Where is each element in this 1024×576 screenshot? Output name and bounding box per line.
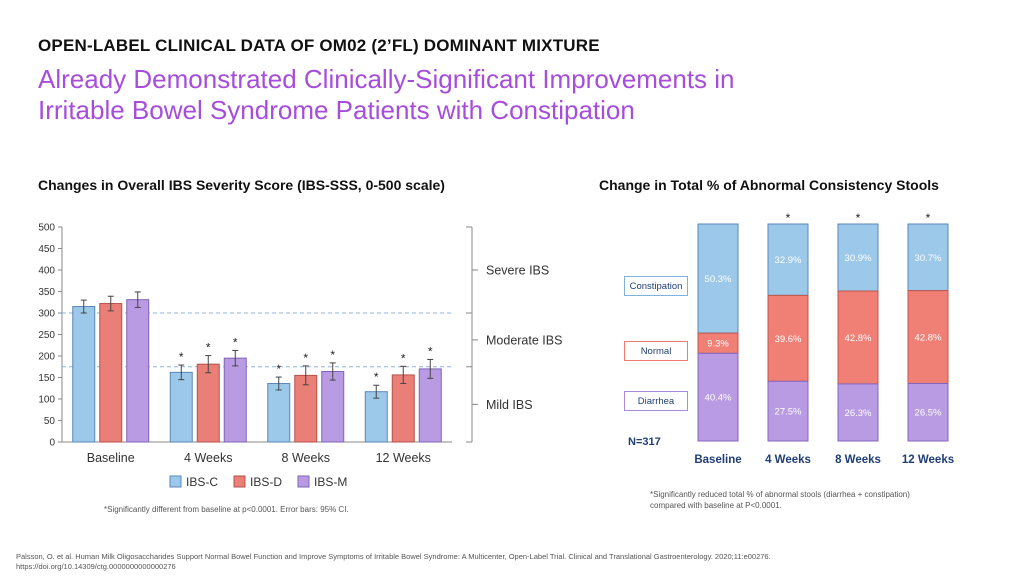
- segment-value-label: 30.7%: [915, 253, 942, 264]
- segment-value-label: 39.6%: [775, 334, 802, 345]
- stacked-segment: [697, 352, 739, 442]
- x-category-label: 12 Weeks: [902, 454, 954, 466]
- bar: [126, 299, 150, 443]
- stool-consistency-chart: 50.3% 9.3% 40.4% Baseline 32.9% 39.6% 27.5% * 4 …: [694, 211, 954, 466]
- legend-box-normal: Normal: [624, 341, 688, 361]
- bar: [391, 374, 415, 443]
- significance-marker: *: [233, 335, 238, 349]
- stacked-segment: [837, 290, 879, 385]
- y-tick-label: 150: [38, 373, 55, 384]
- significance-marker: *: [303, 351, 308, 365]
- stacked-segment: [767, 380, 809, 442]
- bar: [418, 368, 442, 443]
- y-tick-label: 250: [38, 330, 55, 341]
- severity-score-chart: 0 50 100 150 200 250 300 350 400 450 500 Baseline * *…: [38, 223, 562, 490]
- y-tick-label: 500: [38, 223, 55, 234]
- sample-size-label: N=317: [628, 436, 661, 448]
- segment-value-label: 9.3%: [707, 339, 729, 350]
- y-tick-label: 400: [38, 266, 55, 277]
- bar: [321, 370, 345, 443]
- bar: [169, 371, 193, 443]
- legend-swatch: [233, 475, 246, 488]
- segment-value-label: 32.9%: [775, 255, 802, 266]
- segment-value-label: 42.8%: [915, 333, 942, 344]
- stools-chart-footnote: *Significantly reduced total % of abnorm…: [650, 489, 910, 511]
- legend-label: IBS-M: [314, 475, 347, 489]
- bar: [99, 303, 123, 443]
- significance-marker: *: [926, 211, 931, 225]
- bar: [294, 374, 318, 443]
- y-tick-label: 450: [38, 244, 55, 255]
- x-category-label: 12 Weeks: [376, 451, 431, 465]
- legend-swatch: [297, 475, 310, 488]
- segment-value-label: 42.8%: [845, 333, 872, 344]
- significance-marker: *: [374, 370, 379, 384]
- y-tick-label: 50: [44, 416, 56, 427]
- segment-value-label: 40.4%: [705, 393, 732, 404]
- segment-value-label: 26.5%: [915, 408, 942, 419]
- legend-label: IBS-D: [250, 475, 282, 489]
- bar: [364, 391, 388, 443]
- slide-kicker: OPEN-LABEL CLINICAL DATA OF OM02 (2’FL) …: [38, 36, 600, 55]
- y-tick-label: 350: [38, 287, 55, 298]
- segment-value-label: 50.3%: [705, 274, 732, 285]
- severity-band-label: Severe IBS: [486, 264, 549, 278]
- y-tick-label: 200: [38, 352, 55, 363]
- stacked-segment: [907, 382, 949, 442]
- bar: [223, 357, 247, 443]
- citation-doi: https://doi.org/10.14309/ctg.00000000000…: [16, 562, 176, 571]
- y-tick-label: 100: [38, 395, 55, 406]
- stools-footnote-line-2: compared with baseline at P<0.0001.: [650, 501, 782, 510]
- segment-value-label: 26.3%: [845, 408, 872, 419]
- segment-value-label: 27.5%: [775, 407, 802, 418]
- severity-band-label: Moderate IBS: [486, 333, 562, 347]
- severity-band-label: Mild IBS: [486, 398, 533, 412]
- bar: [267, 383, 291, 443]
- stacked-segment: [767, 294, 809, 382]
- significance-marker: *: [428, 344, 433, 358]
- severity-chart-title: Changes in Overall IBS Severity Score (I…: [38, 177, 445, 193]
- x-category-label: 4 Weeks: [765, 454, 811, 466]
- y-tick-label: 0: [49, 438, 55, 449]
- stools-chart-title: Change in Total % of Abnormal Consistenc…: [599, 177, 939, 193]
- bar: [196, 363, 220, 443]
- x-category-label: Baseline: [694, 454, 741, 466]
- significance-marker: *: [276, 362, 281, 376]
- legend-box-constipation: Constipation: [624, 276, 688, 296]
- x-category-label: 8 Weeks: [282, 451, 330, 465]
- headline-line-1: Already Demonstrated Clinically-Signific…: [38, 64, 735, 94]
- legend-box-diarrhea: Diarrhea: [624, 391, 688, 411]
- legend-swatch: [169, 475, 182, 488]
- x-category-label: 8 Weeks: [835, 454, 881, 466]
- significance-marker: *: [786, 211, 791, 225]
- severity-chart-footnote: *Significantly different from baseline a…: [104, 505, 349, 514]
- significance-marker: *: [856, 211, 861, 225]
- slide-headline: Already Demonstrated Clinically-Signific…: [38, 64, 938, 126]
- citation-line-1: Palsson, O. et al. Human Milk Oligosacch…: [16, 552, 771, 561]
- segment-value-label: 30.9%: [845, 253, 872, 264]
- citation: Palsson, O. et al. Human Milk Oligosacch…: [16, 552, 1016, 572]
- significance-marker: *: [330, 348, 335, 362]
- stacked-segment: [837, 223, 879, 292]
- x-category-label: Baseline: [87, 451, 135, 465]
- stools-footnote-line-1: *Significantly reduced total % of abnorm…: [650, 490, 910, 499]
- stacked-segment: [697, 223, 739, 334]
- bar: [72, 306, 96, 443]
- significance-marker: *: [206, 341, 211, 355]
- stacked-segment: [767, 223, 809, 296]
- stacked-segment: [907, 223, 949, 292]
- significance-marker: *: [179, 350, 184, 364]
- x-category-label: 4 Weeks: [184, 451, 232, 465]
- stacked-segment: [837, 383, 879, 442]
- significance-marker: *: [401, 351, 406, 365]
- headline-line-2: Irritable Bowel Syndrome Patients with C…: [38, 95, 635, 125]
- y-tick-label: 300: [38, 309, 55, 320]
- legend-label: IBS-C: [186, 475, 218, 489]
